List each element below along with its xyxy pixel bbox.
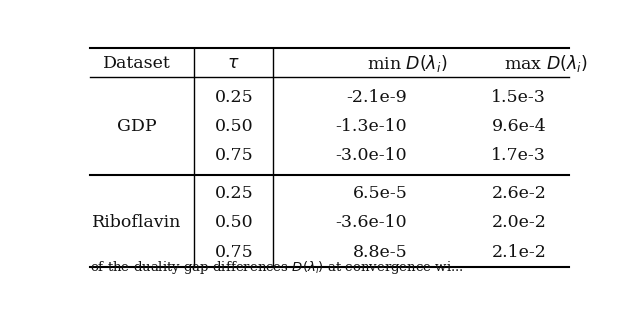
Text: 2.0e-2: 2.0e-2	[492, 214, 547, 231]
Text: 0.75: 0.75	[214, 148, 253, 164]
Text: -2.1e-9: -2.1e-9	[347, 89, 408, 106]
Text: 0.50: 0.50	[214, 118, 253, 135]
Text: $\tau$: $\tau$	[227, 55, 240, 72]
Text: 1.5e-3: 1.5e-3	[492, 89, 547, 106]
Text: 6.5e-5: 6.5e-5	[353, 185, 408, 202]
Text: Dataset: Dataset	[103, 55, 171, 72]
Text: max $D(\lambda_i)$: max $D(\lambda_i)$	[504, 53, 588, 74]
Text: 2.1e-2: 2.1e-2	[492, 244, 547, 260]
Text: -3.0e-10: -3.0e-10	[336, 148, 408, 164]
Text: Riboflavin: Riboflavin	[92, 214, 182, 231]
Text: min $D(\lambda_i)$: min $D(\lambda_i)$	[367, 53, 447, 74]
Text: of the duality gap differences $D(\lambda_i)$ at convergence wi...: of the duality gap differences $D(\lambd…	[90, 259, 463, 276]
Text: 1.7e-3: 1.7e-3	[492, 148, 547, 164]
Text: 8.8e-5: 8.8e-5	[353, 244, 408, 260]
Text: 0.25: 0.25	[214, 185, 253, 202]
Text: 2.6e-2: 2.6e-2	[492, 185, 547, 202]
Text: GDP: GDP	[117, 118, 157, 135]
Text: -1.3e-10: -1.3e-10	[336, 118, 408, 135]
Text: 0.75: 0.75	[214, 244, 253, 260]
Text: 0.25: 0.25	[214, 89, 253, 106]
Text: 9.6e-4: 9.6e-4	[492, 118, 547, 135]
Text: 0.50: 0.50	[214, 214, 253, 231]
Text: -3.6e-10: -3.6e-10	[336, 214, 408, 231]
